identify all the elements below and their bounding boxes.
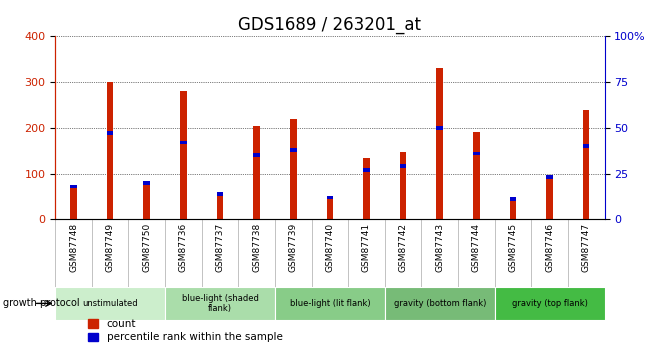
Text: GSM87738: GSM87738	[252, 223, 261, 272]
Bar	[363, 168, 370, 172]
Bar	[510, 199, 516, 219]
Bar	[144, 181, 150, 185]
Text: GSM87744: GSM87744	[472, 223, 481, 272]
Bar	[144, 183, 150, 219]
Bar	[70, 185, 77, 219]
Bar	[326, 196, 333, 199]
Text: GSM87739: GSM87739	[289, 223, 298, 272]
Bar	[495, 287, 604, 319]
Text: blue-light (lit flank): blue-light (lit flank)	[289, 299, 370, 308]
Bar	[473, 152, 480, 155]
Text: GSM87736: GSM87736	[179, 223, 188, 272]
Bar	[216, 192, 224, 196]
Bar	[216, 194, 224, 219]
Text: GSM87750: GSM87750	[142, 223, 151, 272]
Text: GSM87737: GSM87737	[216, 223, 224, 272]
Text: blue-light (shaded
flank): blue-light (shaded flank)	[181, 294, 259, 313]
Bar	[55, 287, 165, 319]
Bar	[254, 154, 260, 157]
Bar	[546, 176, 553, 179]
Bar	[473, 132, 480, 219]
Bar	[385, 287, 495, 319]
Title: GDS1689 / 263201_at: GDS1689 / 263201_at	[239, 16, 421, 33]
Bar	[165, 287, 275, 319]
Bar	[275, 287, 385, 319]
Bar	[70, 185, 77, 188]
Bar	[290, 119, 296, 219]
Text: GSM87746: GSM87746	[545, 223, 554, 272]
Bar	[326, 197, 333, 219]
Text: GSM87743: GSM87743	[436, 223, 444, 272]
Bar	[180, 141, 187, 144]
Bar	[180, 91, 187, 219]
Text: GSM87748: GSM87748	[69, 223, 78, 272]
Text: gravity (top flank): gravity (top flank)	[512, 299, 588, 308]
Text: GSM87740: GSM87740	[326, 223, 334, 272]
Bar	[254, 126, 260, 219]
Text: GSM87747: GSM87747	[582, 223, 591, 272]
Bar	[583, 144, 590, 148]
Bar	[546, 178, 553, 219]
Bar	[400, 165, 406, 168]
Bar	[290, 148, 296, 152]
Bar	[436, 126, 443, 130]
Bar	[436, 68, 443, 219]
Text: GSM87741: GSM87741	[362, 223, 371, 272]
Text: GSM87742: GSM87742	[398, 223, 408, 272]
Bar	[510, 197, 516, 201]
Legend: count, percentile rank within the sample: count, percentile rank within the sample	[88, 319, 283, 343]
Text: GSM87745: GSM87745	[508, 223, 517, 272]
Text: GSM87749: GSM87749	[106, 223, 114, 272]
Text: gravity (bottom flank): gravity (bottom flank)	[393, 299, 486, 308]
Bar	[107, 82, 114, 219]
Bar	[583, 109, 590, 219]
Bar	[107, 131, 114, 135]
Text: growth protocol: growth protocol	[3, 298, 80, 308]
Bar	[363, 158, 370, 219]
Bar	[400, 152, 406, 219]
Text: unstimulated: unstimulated	[83, 299, 138, 308]
